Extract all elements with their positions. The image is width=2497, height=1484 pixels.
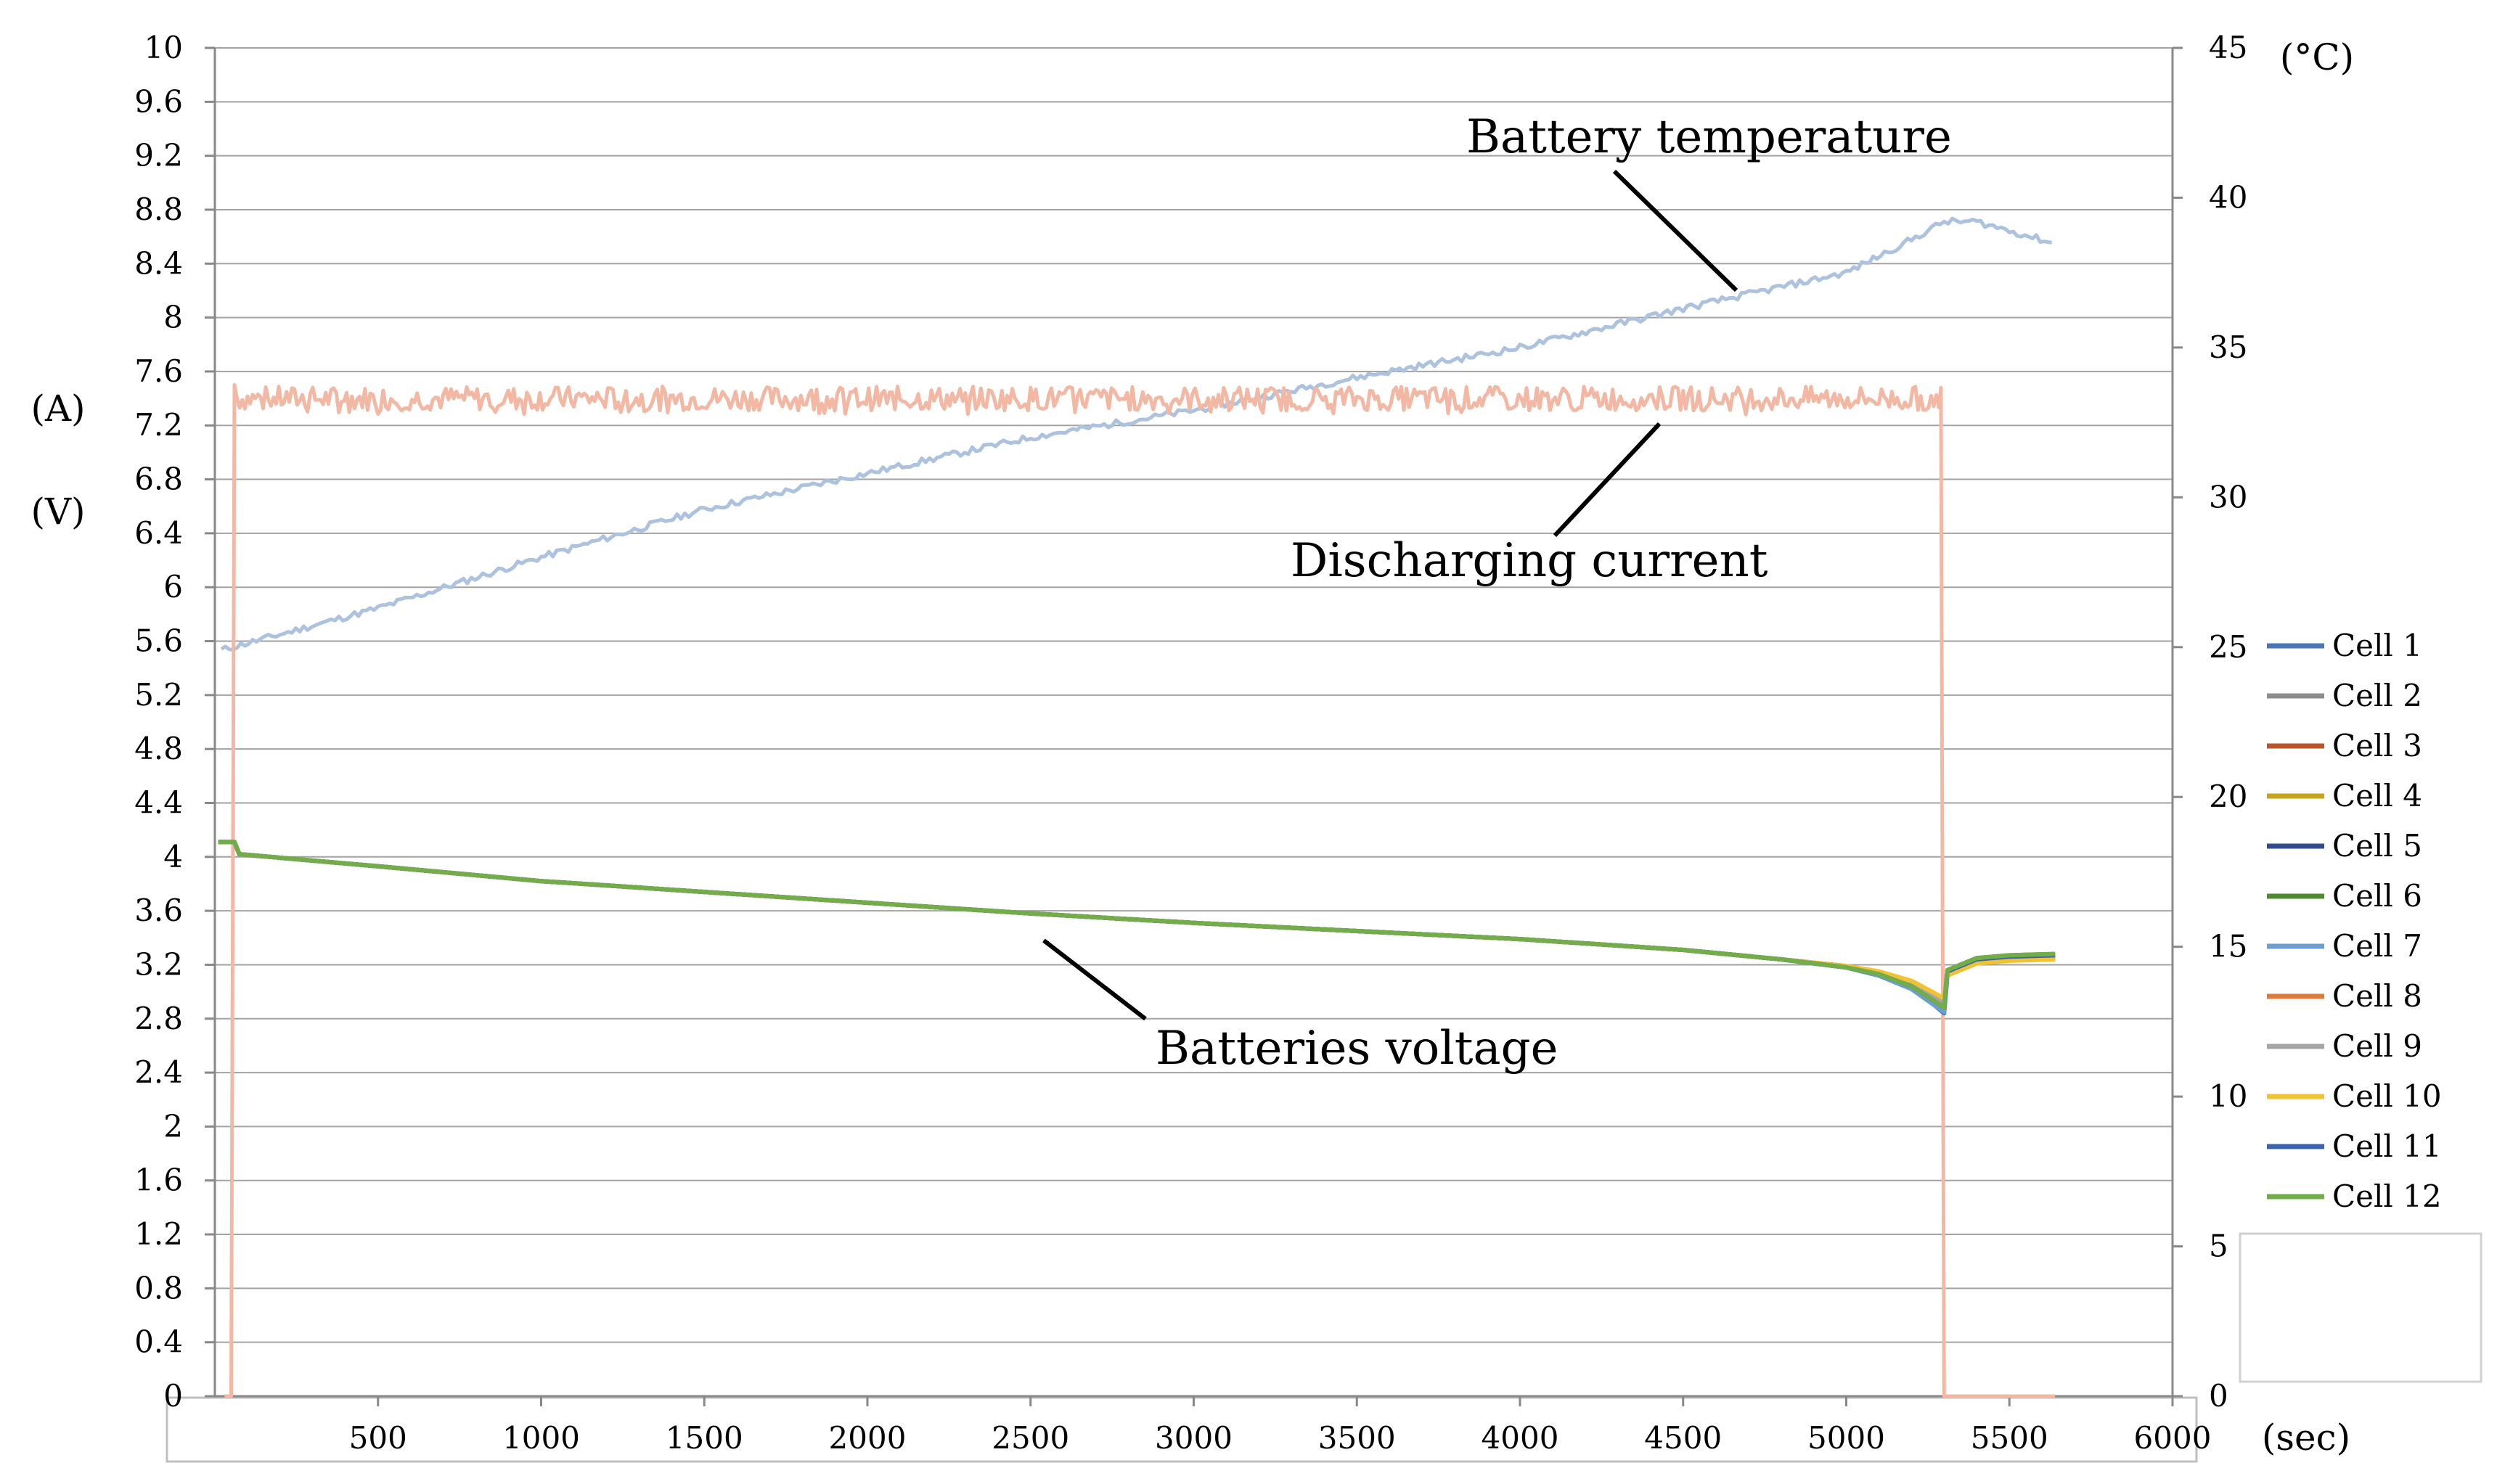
left-tick-label-25: 10 xyxy=(144,30,183,65)
axes xyxy=(165,48,2198,1463)
left-tick-label-18: 7.2 xyxy=(134,407,183,443)
series-cell-5 xyxy=(218,840,2056,1009)
left-tick-label-19: 7.6 xyxy=(134,353,183,389)
x-tick-label-6: 3500 xyxy=(1318,1420,1396,1456)
series-cell-2 xyxy=(218,840,2056,1010)
left-tick-label-21: 8.4 xyxy=(134,245,183,281)
x-tick-label-4: 2500 xyxy=(992,1420,1069,1456)
left-axis-ticks: 0 0.4 0.8 1.2 1.6 2 2.4 2.8 3.2 3.6 4 4.4 4.8 5.2 5.6 6… xyxy=(134,30,215,1414)
legend-label-cell-2: Cell 2 xyxy=(2332,678,2422,713)
legend-label-cell-7: Cell 7 xyxy=(2332,928,2422,964)
left-tick-label-9: 3.6 xyxy=(134,893,183,928)
left-tick-label-5: 2 xyxy=(163,1108,183,1144)
left-tick-label-10: 4 xyxy=(163,839,183,874)
series-cell-1 xyxy=(218,840,2056,1016)
legend-label-cell-8: Cell 8 xyxy=(2332,978,2422,1014)
left-tick-label-8: 3.2 xyxy=(134,946,183,982)
x-tick-label-2: 1500 xyxy=(666,1420,743,1456)
x-tick-label-10: 5500 xyxy=(1971,1420,2048,1456)
right-tick-label-3: 15 xyxy=(2209,929,2247,964)
series-cell-6 xyxy=(218,840,2056,1012)
x-axis-label-box xyxy=(165,1396,2198,1463)
left-tick-label-13: 5.2 xyxy=(134,677,183,713)
legend-label-cell-6: Cell 6 xyxy=(2332,878,2422,914)
left-tick-label-14: 5.6 xyxy=(134,623,183,659)
left-tick-label-23: 9.2 xyxy=(134,138,183,173)
left-tick-label-4: 1.6 xyxy=(134,1163,183,1198)
right-tick-label-6: 30 xyxy=(2209,479,2247,515)
x-tick-label-9: 5000 xyxy=(1807,1420,1885,1456)
right-tick-label-1: 5 xyxy=(2209,1229,2228,1264)
legend-label-cell-4: Cell 4 xyxy=(2332,778,2422,813)
legend-label-cell-11: Cell 11 xyxy=(2332,1128,2442,1164)
series-cell-3 xyxy=(218,840,2056,1007)
right-tick-label-7: 35 xyxy=(2209,329,2247,365)
left-tick-label-20: 8 xyxy=(163,300,183,335)
legend-label-cell-5: Cell 5 xyxy=(2332,828,2422,864)
x-tick-label-11: 6000 xyxy=(2134,1420,2212,1456)
right-tick-label-8: 40 xyxy=(2209,179,2247,215)
legend-label-cell-1: Cell 1 xyxy=(2332,628,2422,663)
y-left-unit-current: (A) xyxy=(30,388,85,430)
annotation-temperature: Battery temperature xyxy=(1466,110,1952,164)
x-tick-label-8: 4500 xyxy=(1644,1420,1722,1456)
x-axis-unit: (sec) xyxy=(2262,1417,2350,1459)
x-tick-label-0: 500 xyxy=(349,1420,407,1456)
legend-label-cell-3: Cell 3 xyxy=(2332,728,2422,763)
arrow-temperature xyxy=(1612,169,1738,292)
series-cell-7 xyxy=(218,840,2056,1014)
arrow-current xyxy=(1553,422,1662,538)
right-axis-ticks: 0 5 10 15 20 25 30 35 40 45 xyxy=(2173,30,2247,1414)
series xyxy=(218,216,2056,1398)
annotation-voltage: Batteries voltage xyxy=(1156,1022,1558,1075)
left-tick-label-12: 4.8 xyxy=(134,731,183,766)
left-tick-label-11: 4.4 xyxy=(134,784,183,820)
legend-label-cell-9: Cell 9 xyxy=(2332,1028,2422,1064)
x-tick-label-3: 2000 xyxy=(829,1420,907,1456)
legend: Cell 1 Cell 2 Cell 3 Cell 4 Cell 5 Cell 6 Cell… xyxy=(2239,628,2482,1383)
right-tick-label-9: 45 xyxy=(2209,30,2247,65)
left-tick-label-2: 0.8 xyxy=(134,1270,183,1305)
series-cell-8 xyxy=(218,840,2056,1005)
y-left-unit-voltage: (V) xyxy=(30,491,85,533)
series-cell-11 xyxy=(218,840,2056,1010)
left-tick-label-17: 6.8 xyxy=(134,462,183,497)
right-tick-label-4: 20 xyxy=(2209,779,2247,814)
arrow-voltage xyxy=(1042,938,1147,1021)
series-discharging-current xyxy=(224,383,2056,1398)
annotation-current: Discharging current xyxy=(1291,534,1768,588)
y-right-unit: (°C) xyxy=(2280,36,2354,78)
right-tick-label-5: 25 xyxy=(2209,629,2247,665)
x-tick-label-7: 4000 xyxy=(1482,1420,1559,1456)
right-tick-label-0: 0 xyxy=(2209,1378,2228,1414)
left-tick-label-7: 2.8 xyxy=(134,1001,183,1036)
left-tick-label-22: 8.8 xyxy=(134,192,183,227)
series-battery-temperature xyxy=(220,216,2053,652)
left-tick-label-3: 1.2 xyxy=(134,1216,183,1252)
left-tick-label-0: 0 xyxy=(163,1378,183,1414)
legend-label-cell-12: Cell 12 xyxy=(2332,1178,2442,1214)
series-cell-9 xyxy=(218,840,2056,1007)
annotations: Battery temperature Discharging current … xyxy=(1042,110,1952,1075)
left-tick-label-6: 2.4 xyxy=(134,1054,183,1090)
legend-label-cell-10: Cell 10 xyxy=(2332,1078,2442,1114)
left-tick-label-16: 6.4 xyxy=(134,515,183,551)
left-tick-label-15: 6 xyxy=(163,569,183,604)
left-tick-label-1: 0.4 xyxy=(134,1324,183,1360)
right-tick-label-2: 10 xyxy=(2209,1078,2247,1114)
left-tick-label-24: 9.6 xyxy=(134,83,183,119)
x-tick-label-5: 3000 xyxy=(1155,1420,1233,1456)
grid-lines xyxy=(215,47,2173,1343)
x-tick-label-1: 1000 xyxy=(502,1420,580,1456)
x-axis-ticks: 500 1000 1500 2000 2500 3000 3500 4000 4500 5000 5… xyxy=(349,1396,2212,1456)
series-cell-12 xyxy=(218,840,2056,1010)
legend-blank-box xyxy=(2239,1232,2482,1383)
